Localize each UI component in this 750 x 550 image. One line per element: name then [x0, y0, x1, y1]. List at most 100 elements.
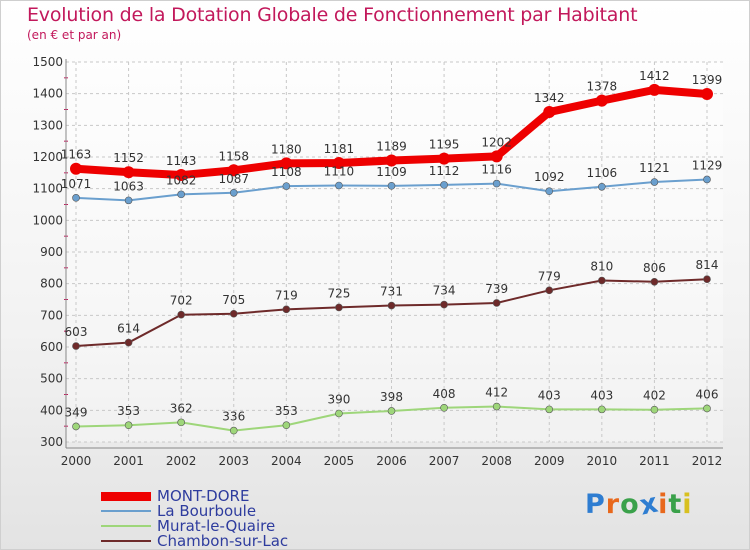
legend-label: La Bourboule [157, 502, 257, 520]
logo-letter: o [620, 489, 640, 520]
legend-item: MONT-DORE [101, 487, 250, 505]
data-point [595, 94, 608, 107]
data-label: 1063 [113, 179, 144, 193]
data-label: 1110 [324, 165, 355, 179]
x-tick-label: 2002 [166, 454, 197, 468]
logo-letter: r [605, 489, 621, 520]
data-point [122, 166, 135, 179]
data-labels: 349 353 362 336 353 390 398 408 412 403 403 402 406 6… [61, 69, 723, 424]
data-point [492, 179, 501, 188]
data-point [335, 303, 343, 312]
data-point [543, 106, 556, 119]
data-point [72, 342, 80, 350]
data-label: 1180 [271, 142, 302, 156]
data-label: 734 [433, 284, 456, 298]
data-label: 1082 [166, 173, 197, 187]
data-label: 1163 [61, 148, 92, 162]
data-point [440, 300, 448, 309]
data-label: 1108 [271, 165, 302, 179]
data-label: 362 [170, 401, 193, 415]
logo-letter: i [658, 489, 669, 520]
logo-letter: i [682, 489, 693, 520]
data-label: 1378 [587, 80, 618, 94]
data-label: 702 [170, 294, 193, 308]
data-label: 349 [65, 405, 88, 419]
x-tick-label: 2010 [587, 454, 618, 468]
data-label: 353 [275, 404, 298, 418]
legend-label: MONT-DORE [157, 487, 250, 505]
data-point [598, 182, 606, 191]
data-label: 1189 [376, 139, 407, 153]
data-point [490, 150, 503, 163]
data-label: 810 [590, 260, 613, 274]
legend-label: Murat-le-Quaire [157, 517, 276, 535]
data-point [440, 403, 448, 412]
axes: 300 400 500 600 700 800 900 1000 1100 1200 1300 140… [32, 55, 723, 468]
y-tick-label: 700 [40, 308, 63, 322]
legend-item: La Bourboule [101, 502, 257, 520]
x-tick-label: 2006 [376, 454, 407, 468]
data-point [650, 405, 659, 414]
data-label: 403 [538, 388, 561, 402]
data-point [72, 194, 80, 202]
data-point [282, 305, 291, 314]
data-point [282, 421, 291, 430]
y-tick-label: 1300 [32, 118, 63, 132]
data-label: 1202 [481, 135, 512, 149]
data-point [124, 421, 133, 430]
data-point [282, 182, 291, 190]
data-label: 731 [380, 285, 403, 299]
legend-item: Chambon-sur-Lac [101, 532, 288, 550]
y-tick-label: 400 [40, 403, 63, 417]
data-point [229, 188, 238, 197]
data-point [227, 164, 240, 177]
y-tick-label: 1400 [32, 87, 63, 101]
x-tick-label: 2009 [534, 454, 565, 468]
data-label: 1152 [113, 151, 144, 165]
data-point [387, 182, 396, 190]
data-point [492, 299, 501, 307]
data-label: 1412 [639, 69, 670, 83]
logo-letter: t [668, 489, 683, 520]
data-label: 390 [327, 393, 350, 407]
data-point [440, 181, 448, 189]
data-point [438, 152, 451, 165]
data-label: 1109 [376, 165, 407, 179]
data-point [598, 405, 606, 414]
data-label: 1181 [324, 142, 355, 156]
y-tick-label: 600 [40, 340, 63, 354]
data-point [648, 83, 661, 96]
data-label: 1143 [166, 154, 197, 168]
data-point [703, 275, 711, 284]
chart-title: Evolution de la Dotation Globale de Fonc… [27, 4, 638, 26]
data-label: 725 [327, 286, 350, 300]
data-label: 1121 [639, 161, 670, 175]
series-lines [70, 83, 713, 435]
y-tick-label: 900 [40, 245, 63, 259]
data-point [175, 169, 188, 182]
proxiti-logo: Proxiti [585, 487, 693, 521]
data-label: 814 [696, 258, 719, 272]
data-point [385, 154, 398, 167]
data-label: 403 [590, 388, 613, 402]
y-tick-label: 1000 [32, 213, 63, 227]
data-point [335, 409, 343, 418]
x-tick-label: 2003 [218, 454, 249, 468]
data-label: 719 [275, 288, 298, 302]
y-tick-label: 800 [40, 277, 63, 291]
x-tick-label: 2011 [639, 454, 670, 468]
data-point [492, 402, 501, 411]
data-label: 614 [117, 322, 140, 336]
data-point [177, 418, 185, 427]
x-tick-label: 2007 [429, 454, 460, 468]
data-label: 1195 [429, 138, 460, 152]
data-label: 336 [222, 410, 245, 424]
data-point [650, 178, 659, 186]
data-point [598, 276, 606, 285]
y-tick-label: 1500 [32, 55, 63, 69]
data-label: 406 [696, 387, 719, 401]
legend-swatch [101, 540, 151, 542]
logo-letter: P [585, 489, 606, 520]
data-point [703, 175, 711, 184]
data-point [280, 157, 293, 170]
